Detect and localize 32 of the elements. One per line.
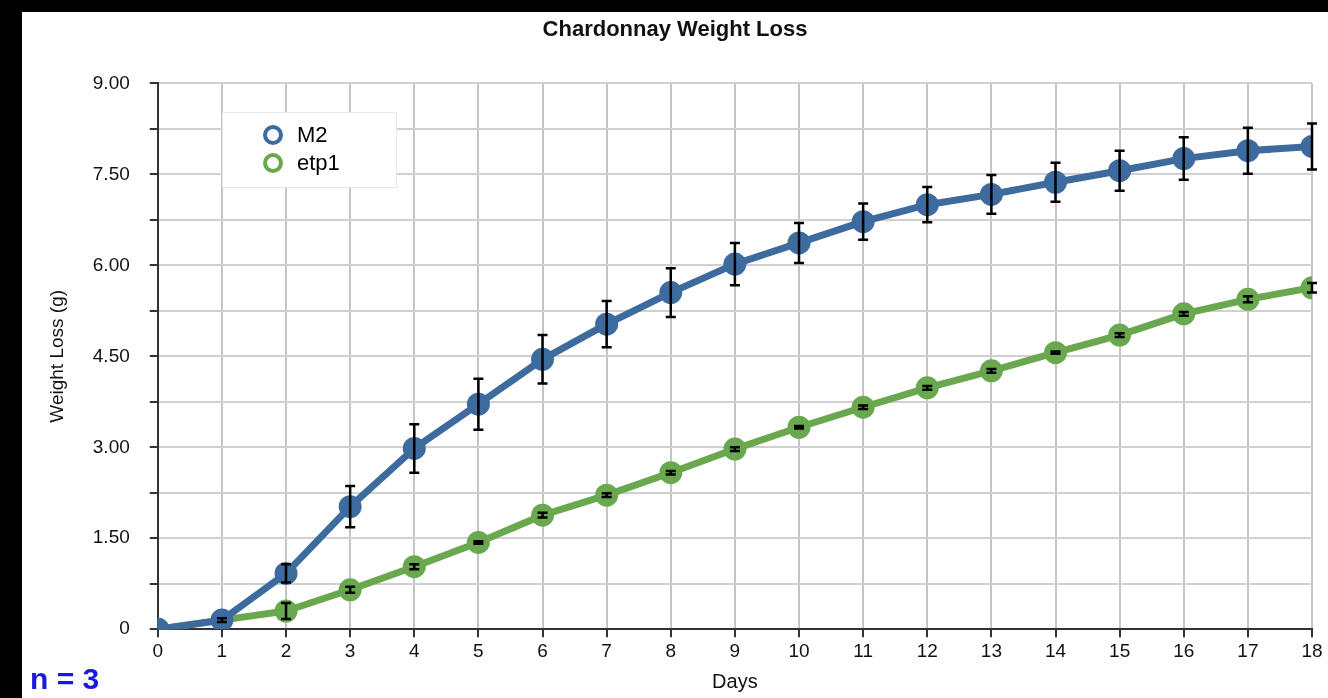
y-tick-label: 7.50: [92, 162, 130, 184]
legend-label: etp1: [297, 149, 340, 177]
x-tick-label: 8: [665, 639, 677, 661]
x-axis-title: Days: [712, 669, 758, 692]
x-tick-label: 5: [473, 639, 484, 661]
x-tick-label: 18: [1301, 639, 1323, 661]
x-tick-label: 3: [344, 639, 356, 661]
text: n = 3: [30, 662, 100, 696]
x-tick-label: 9: [729, 639, 741, 661]
x-tick-label: 16: [1173, 639, 1195, 661]
y-axis-title: Weight Loss (g): [45, 289, 67, 423]
x-tick-label: 6: [537, 639, 548, 661]
x-tick-label: 15: [1109, 639, 1131, 661]
x-tick-label: 4: [408, 639, 420, 661]
x-tick-label: 11: [853, 639, 873, 661]
x-tick-label: 12: [916, 639, 938, 661]
y-tick-label: 9.00: [92, 71, 130, 93]
x-tick-label: 0: [152, 639, 164, 661]
x-tick-label: 14: [1044, 639, 1067, 661]
legend-label: M2: [297, 121, 328, 149]
chart-title: Chardonnay Weight Loss: [541, 16, 809, 42]
y-tick-label: 0: [119, 617, 130, 639]
y-tick-label: 4.50: [92, 344, 130, 366]
y-tick-label: 1.50: [92, 526, 130, 548]
x-tick-label: 2: [280, 639, 292, 661]
x-tick-label: 13: [980, 639, 1002, 661]
y-tick-label: 6.00: [92, 253, 130, 275]
x-tick-label: 7: [601, 639, 612, 661]
y-tick-label: 3.00: [92, 435, 130, 457]
x-tick-label: 10: [788, 639, 810, 661]
x-tick-label: 1: [216, 639, 228, 661]
x-tick-label: 17: [1237, 639, 1259, 661]
